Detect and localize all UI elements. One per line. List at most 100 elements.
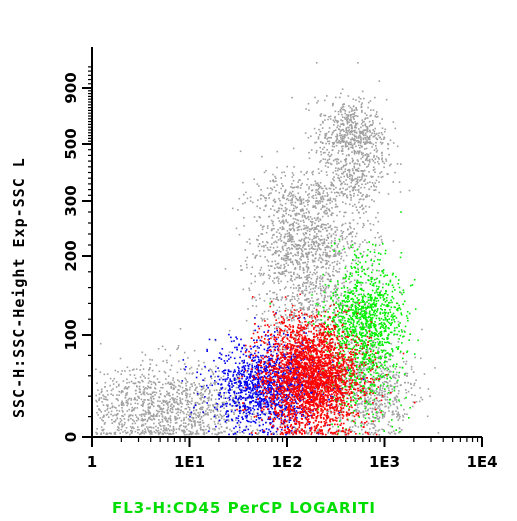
data-point: [356, 209, 358, 211]
data-point: [131, 409, 133, 411]
data-point: [160, 408, 163, 410]
data-point: [172, 387, 175, 389]
data-point: [217, 431, 220, 434]
data-point: [186, 403, 188, 406]
data-point: [344, 433, 346, 436]
data-point: [318, 257, 321, 259]
data-point: [285, 269, 287, 272]
data-point: [164, 432, 167, 435]
data-point: [374, 243, 377, 246]
data-point: [160, 410, 163, 413]
data-point: [353, 192, 355, 195]
data-point: [191, 433, 194, 435]
data-point: [367, 399, 370, 402]
data-point: [201, 408, 204, 410]
data-point: [269, 246, 272, 249]
data-point: [353, 153, 356, 155]
data-point: [204, 390, 206, 393]
data-point: [344, 319, 346, 322]
data-point: [286, 208, 288, 210]
data-point: [388, 353, 391, 356]
data-point: [379, 358, 382, 361]
data-point: [336, 191, 338, 194]
data-point: [333, 124, 335, 126]
data-point: [242, 202, 244, 205]
data-point: [307, 321, 310, 324]
data-point: [376, 314, 378, 317]
data-point: [282, 227, 284, 229]
data-point: [274, 200, 277, 203]
data-point: [280, 280, 282, 283]
data-point: [343, 342, 346, 344]
data-point: [300, 228, 303, 231]
data-point: [367, 396, 369, 398]
data-point: [350, 304, 353, 306]
data-point: [301, 283, 304, 286]
data-point: [361, 109, 363, 112]
data-point: [353, 163, 356, 165]
data-point: [317, 244, 319, 247]
data-point: [343, 284, 345, 287]
data-point: [274, 251, 276, 254]
data-point: [348, 129, 350, 131]
data-point: [318, 247, 320, 249]
data-point: [166, 411, 169, 413]
data-point: [377, 232, 379, 234]
data-point: [332, 119, 335, 122]
data-point: [360, 327, 363, 329]
data-point: [375, 141, 377, 144]
data-point: [393, 386, 395, 388]
data-point: [361, 287, 363, 290]
data-point: [367, 403, 370, 405]
data-point: [383, 415, 386, 418]
data-point: [187, 411, 189, 413]
data-point: [387, 321, 390, 324]
data-point: [350, 131, 353, 134]
data-point: [105, 414, 108, 416]
data-point: [222, 375, 225, 378]
data-point: [358, 352, 360, 354]
data-point: [364, 374, 367, 377]
data-point: [374, 236, 376, 239]
data-point: [171, 429, 173, 432]
data-point: [355, 127, 357, 129]
data-point: [287, 309, 289, 311]
data-point: [302, 306, 305, 309]
data-point: [316, 249, 319, 251]
data-point: [307, 260, 309, 263]
data-point: [171, 383, 173, 385]
data-point: [351, 212, 354, 214]
data-point: [342, 105, 345, 108]
data-point: [283, 241, 285, 244]
data-point: [356, 315, 359, 317]
data-point: [95, 399, 97, 402]
data-point: [372, 122, 374, 124]
data-point: [385, 405, 387, 408]
data-point: [333, 142, 335, 144]
data-point: [359, 179, 362, 181]
data-point: [354, 141, 356, 143]
data-point: [368, 417, 371, 420]
data-point: [384, 390, 387, 392]
data-point: [332, 233, 335, 235]
data-point: [333, 220, 335, 223]
data-point: [382, 324, 384, 327]
data-point: [387, 431, 390, 434]
data-point: [183, 429, 186, 432]
data-point: [278, 207, 281, 210]
data-point: [195, 414, 197, 416]
data-point: [385, 98, 388, 101]
data-point: [220, 396, 223, 399]
data-point: [373, 149, 376, 151]
data-point: [328, 131, 330, 133]
data-point: [304, 261, 307, 264]
data-point: [341, 237, 344, 239]
data-point: [363, 374, 366, 376]
data-point: [360, 139, 362, 141]
data-point: [343, 159, 346, 161]
data-point: [284, 202, 287, 205]
data-point: [327, 331, 329, 334]
data-point: [224, 268, 227, 270]
data-point: [200, 398, 202, 401]
data-point: [348, 186, 350, 188]
